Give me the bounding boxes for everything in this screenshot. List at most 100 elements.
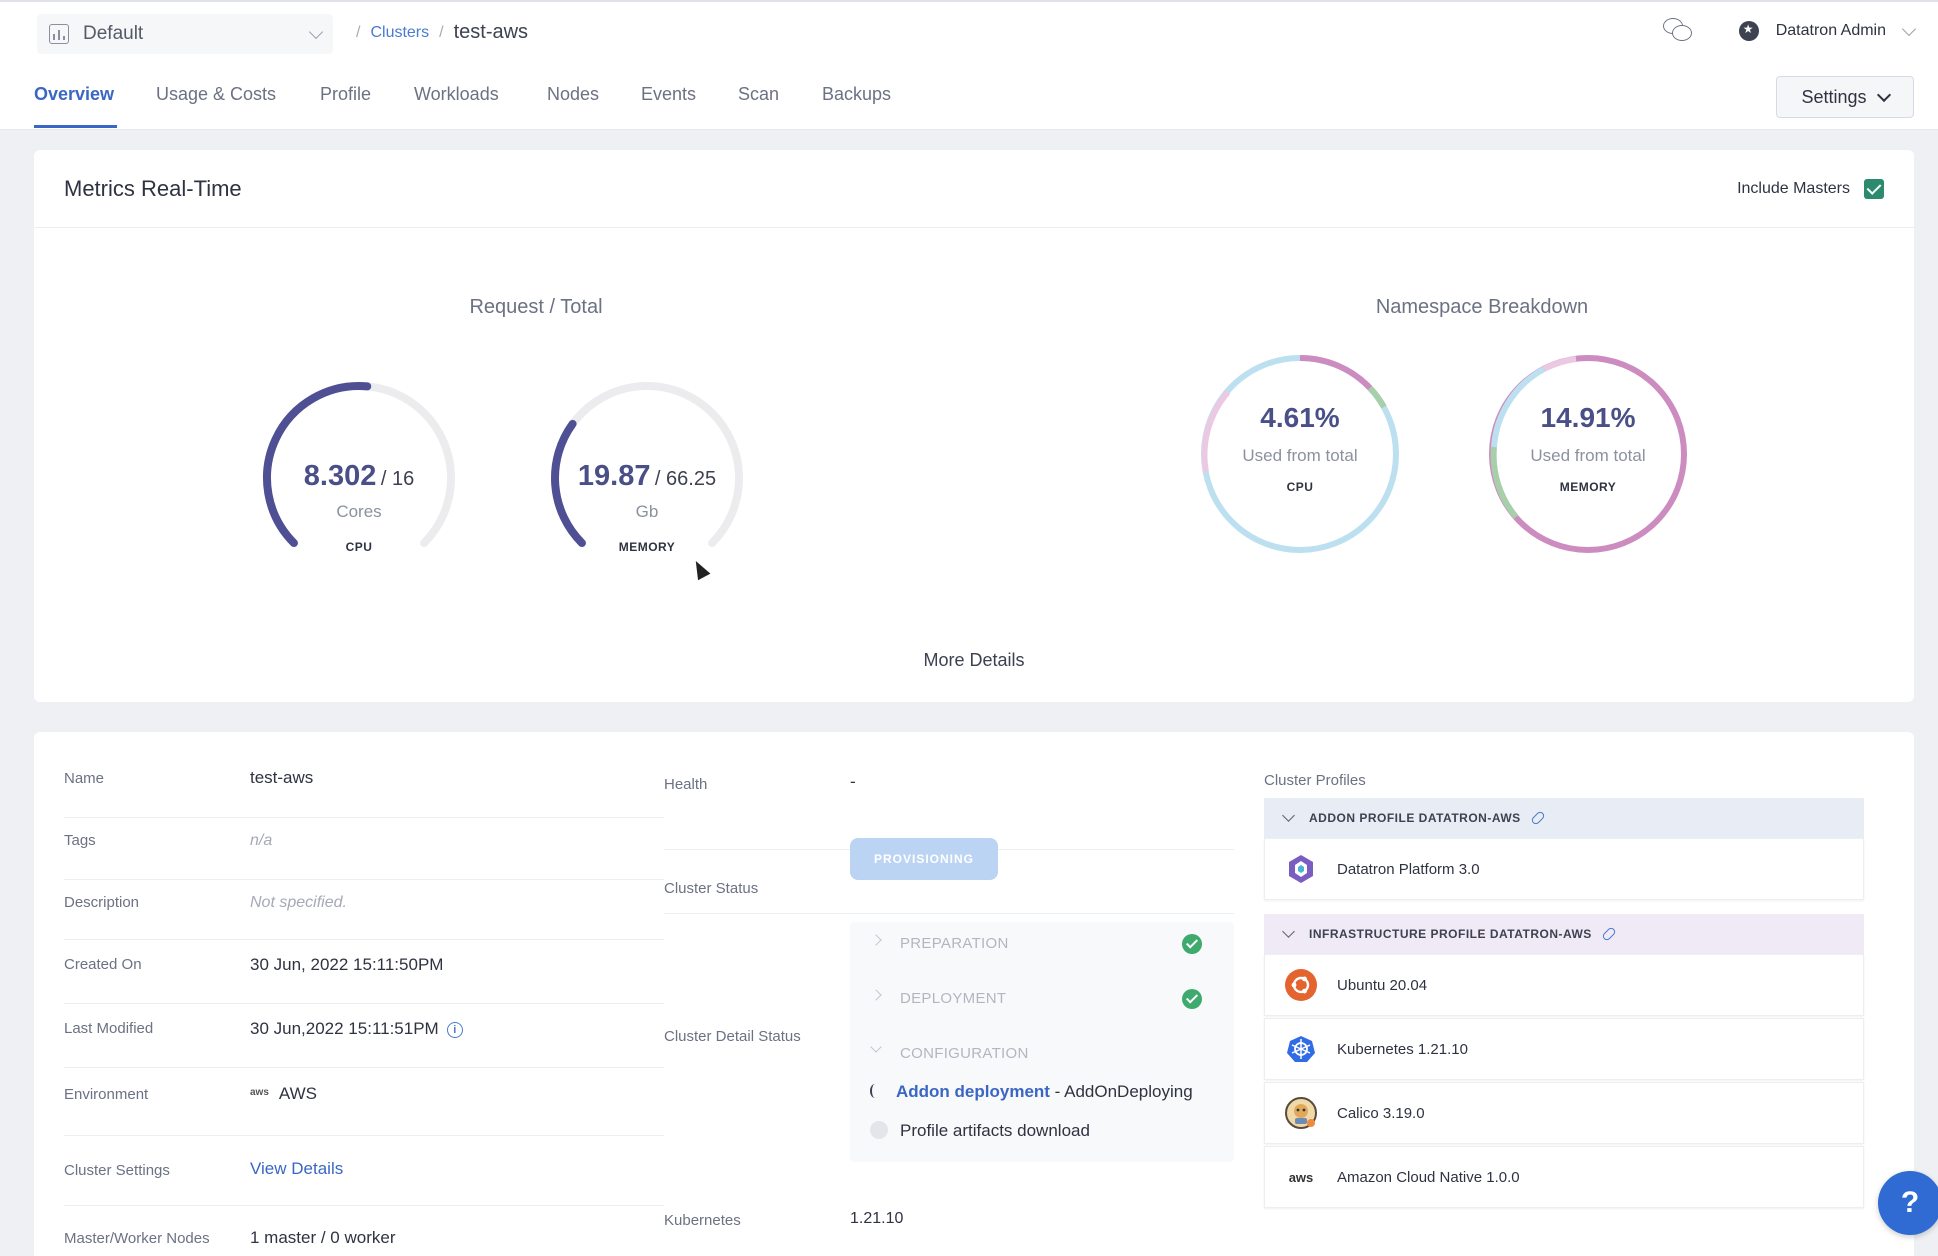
tab-events[interactable]: Events (641, 84, 697, 104)
memory-gauge: 19.87 / 66.25 Gb MEMORY (547, 378, 747, 578)
cpu-gauge: 8.302 / 16 Cores CPU (259, 378, 459, 578)
environment-label: Environment (64, 1086, 149, 1103)
profile-artifacts-item: Profile artifacts download (870, 1121, 1090, 1141)
detail-row-name: Name test-aws (64, 762, 664, 818)
tab-usage-costs[interactable]: Usage & Costs (156, 84, 277, 104)
cpu-unit: Cores (336, 502, 382, 521)
tab-profile[interactable]: Profile (320, 84, 372, 104)
namespace-cpu-percent: 4.61% (1260, 402, 1340, 433)
infrastructure-profile-header[interactable]: INFRASTRUCTURE PROFILE DATATRON-AWS (1264, 914, 1864, 954)
memory-unit: Gb (635, 502, 659, 521)
cpu-total-value: / 16 (380, 468, 415, 490)
breadcrumb-separator: / (356, 23, 361, 41)
profile-item-calico[interactable]: Calico 3.19.0 (1264, 1082, 1864, 1144)
chevron-right-icon (870, 934, 882, 946)
info-icon[interactable]: i (446, 1022, 463, 1038)
tab-nodes[interactable]: Nodes (547, 84, 600, 104)
created-value: 30 Jun, 2022 15:11:50PM (250, 955, 444, 974)
profile-item-label: Kubernetes 1.21.10 (1337, 1040, 1468, 1058)
top-bar: Default / Clusters / test-aws Datatron A… (0, 0, 1938, 62)
detail-row-health: Health - (664, 762, 1234, 850)
profile-item-amazon-cni[interactable]: aws Amazon Cloud Native 1.0.0 (1264, 1146, 1864, 1208)
profile-item-label: Amazon Cloud Native 1.0.0 (1337, 1168, 1520, 1186)
include-masters-checkbox[interactable] (1864, 179, 1884, 199)
cpu-gauge-chart (263, 382, 455, 548)
detail-row-modified: Last Modified 30 Jun,2022 15:11:51PM i (64, 1006, 664, 1068)
cluster-profiles-title: Cluster Profiles (1264, 772, 1366, 789)
addon-deployment-link[interactable]: Addon deployment (896, 1082, 1050, 1101)
aws-logo-icon: aws (250, 1087, 269, 1098)
top-right-actions: Datatron Admin (1662, 18, 1917, 44)
user-menu[interactable]: Datatron Admin (1775, 22, 1886, 39)
project-selector[interactable]: Default (37, 14, 333, 54)
addon-deployment-state: - AddOnDeploying (1049, 1082, 1193, 1101)
namespace-memory-label: MEMORY (1559, 480, 1617, 494)
profile-item-kubernetes[interactable]: Kubernetes 1.21.10 (1264, 1018, 1864, 1080)
chevron-down-icon[interactable] (1901, 21, 1917, 36)
aws-logo-icon: aws (1288, 1169, 1314, 1185)
chevron-down-icon (1876, 87, 1891, 102)
datatron-logo-icon (1285, 853, 1317, 885)
modified-value: 30 Jun,2022 15:11:51PM (250, 1019, 439, 1038)
chevron-down-icon (308, 24, 324, 39)
step-preparation-label: PREPARATION (900, 935, 1009, 952)
detail-row-description: Description Not specified. (64, 882, 664, 940)
kubernetes-value: 1.21.10 (850, 1210, 904, 1227)
tab-overview[interactable]: Overview (34, 84, 115, 104)
help-button[interactable]: ? (1878, 1171, 1938, 1235)
step-preparation[interactable]: PREPARATION (850, 922, 1234, 966)
kubernetes-logo-icon (1285, 1033, 1317, 1065)
breadcrumb-current: test-aws (453, 21, 529, 43)
namespace-memory-percent: 14.91% (1540, 402, 1636, 433)
link-icon[interactable] (1529, 810, 1546, 826)
tags-label: Tags (64, 832, 96, 849)
tags-value: n/a (250, 832, 273, 849)
chat-icon[interactable] (1662, 18, 1693, 44)
tab-workloads[interactable]: Workloads (414, 84, 499, 104)
tab-scan[interactable]: Scan (738, 84, 780, 104)
breadcrumb-separator: / (439, 23, 444, 41)
more-details-link[interactable]: More Details (923, 650, 1025, 670)
metrics-header: Metrics Real-Time Include Masters (34, 150, 1914, 228)
step-configuration[interactable]: CONFIGURATION (850, 1032, 1234, 1076)
detail-row-cluster-settings: Cluster Settings View Details (64, 1138, 664, 1206)
name-value: test-aws (250, 768, 314, 787)
environment-value-wrap: aws AWS (250, 1084, 317, 1104)
step-deployment[interactable]: DEPLOYMENT (850, 977, 1234, 1021)
breadcrumb-clusters-link[interactable]: Clusters (370, 23, 430, 41)
step-deployment-label: DEPLOYMENT (900, 990, 1007, 1007)
cpu-gauge-values: 8.302 / 16 (259, 460, 459, 493)
namespace-cpu-subtitle: Used from total (1242, 446, 1358, 465)
infrastructure-profile-title: INFRASTRUCTURE PROFILE DATATRON-AWS (1309, 927, 1592, 941)
metrics-title: Metrics Real-Time (64, 176, 242, 201)
view-details-link[interactable]: View Details (250, 1159, 344, 1178)
pending-dot-icon (870, 1121, 888, 1139)
detail-row-environment: Environment aws AWS (64, 1070, 664, 1136)
name-label: Name (64, 770, 105, 787)
addon-profile-title: ADDON PROFILE DATATRON-AWS (1309, 811, 1521, 825)
cluster-detail-status-label: Cluster Detail Status (664, 1028, 801, 1045)
project-chart-icon (49, 24, 69, 44)
memory-total-value: / 66.25 (654, 468, 717, 490)
modified-label: Last Modified (64, 1020, 154, 1037)
addon-profile-header[interactable]: ADDON PROFILE DATATRON-AWS (1264, 798, 1864, 838)
profile-item-ubuntu[interactable]: Ubuntu 20.04 (1264, 954, 1864, 1016)
profile-item-label: Calico 3.19.0 (1337, 1104, 1425, 1122)
include-masters-toggle[interactable]: Include Masters (1737, 179, 1884, 199)
memory-gauge-values: 19.87 / 66.25 (547, 460, 747, 493)
loading-spinner-icon (870, 1084, 880, 1098)
check-circle-icon (1182, 934, 1202, 954)
cpu-request-value: 8.302 (303, 460, 377, 492)
memory-request-value: 19.87 (577, 460, 651, 492)
description-label: Description (64, 894, 140, 911)
active-tab-indicator (34, 125, 117, 128)
status-badge: PROVISIONING (850, 838, 998, 880)
user-avatar-icon[interactable] (1738, 21, 1759, 41)
link-icon[interactable] (1601, 926, 1617, 942)
namespace-memory-donut: 14.91% Used from total MEMORY (1486, 352, 1690, 556)
profile-item-datatron[interactable]: Datatron Platform 3.0 (1264, 838, 1864, 900)
settings-label: Settings (1801, 86, 1867, 107)
profile-item-label: Ubuntu 20.04 (1337, 976, 1428, 994)
tab-backups[interactable]: Backups (822, 84, 892, 104)
settings-button[interactable]: Settings (1776, 76, 1914, 118)
